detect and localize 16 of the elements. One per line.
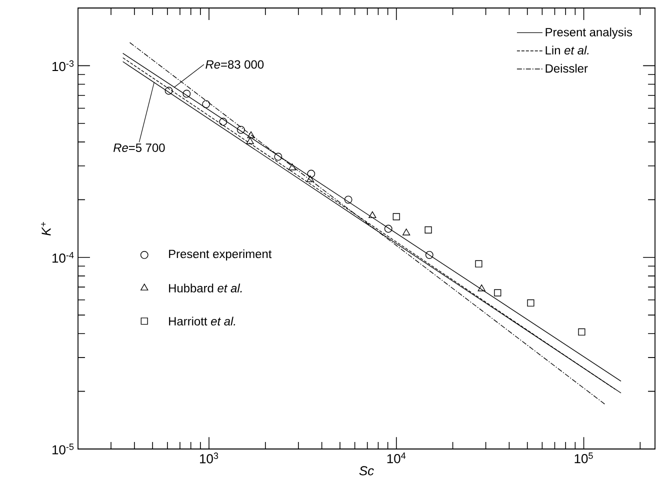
- x-tick-label: 10$^{3}$: [200, 452, 218, 464]
- y-tick-label: 10$^{-4}$: [52, 252, 74, 263]
- legend-label: Hubbard et al.: [169, 284, 242, 292]
- annotation: Re=83 000: [206, 60, 264, 69]
- annotation: Re=5 700: [113, 144, 165, 152]
- y-axis-title: K$^{+}$: [41, 222, 51, 236]
- x-tick-label: 10$^{4}$: [387, 452, 406, 464]
- legend-label: Present experiment: [169, 249, 272, 261]
- legend-label: Present analysis: [546, 28, 632, 39]
- x-tick-label: 10$^{5}$: [574, 452, 593, 464]
- x-axis-title: Sc: [359, 466, 374, 476]
- legend-label: Harriott et al.: [169, 316, 236, 326]
- y-tick-label: 10$^{-3}$: [52, 60, 74, 72]
- y-tick-label: 10$^{-5}$: [52, 444, 74, 454]
- legend-label: Lin et al.: [546, 46, 589, 55]
- legend-label: Deissler: [546, 64, 588, 73]
